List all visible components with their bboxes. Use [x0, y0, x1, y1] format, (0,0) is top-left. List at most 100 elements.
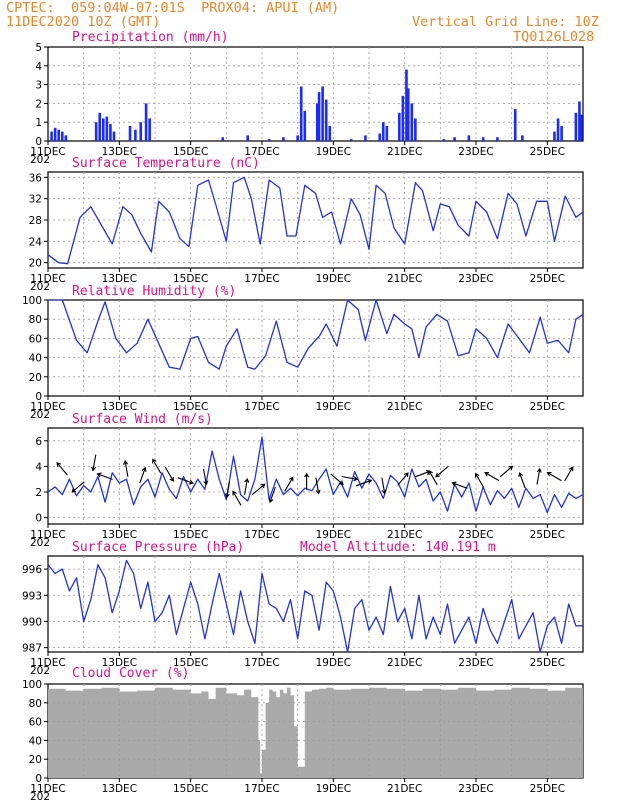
wind-arrow	[164, 466, 174, 482]
precip-bar	[560, 125, 563, 141]
wind-xtick-label: 17DEC	[244, 529, 279, 541]
cloud-year-label: 202	[30, 791, 50, 800]
header-grid-line: Vertical Grid Line: 10Z	[412, 14, 599, 30]
precip-xtick-label: 17DEC	[244, 146, 279, 158]
precip-bar	[442, 139, 446, 141]
pressure-xtick-label: 23DEC	[458, 657, 493, 669]
precip-bar	[296, 135, 299, 141]
pressure-ytick-label: 996	[22, 564, 42, 576]
precip-bar	[101, 118, 105, 141]
rh-ytick-label: 0	[35, 391, 42, 403]
temp-xtick-label: 21DEC	[387, 273, 422, 285]
precip-xtick-label: 23DEC	[458, 146, 493, 158]
wind-arrow	[484, 472, 500, 482]
wind-arrow	[381, 477, 387, 495]
wind-arrow	[518, 471, 526, 489]
precip-bar	[109, 124, 112, 141]
rh-ytick-label: 20	[29, 372, 42, 384]
precip-bar	[513, 109, 517, 141]
pressure-xtick-label: 25DEC	[530, 657, 565, 669]
wind-arrow	[428, 470, 438, 486]
pressure-series-line	[47, 559, 583, 653]
temp-ytick-label: 36	[29, 172, 43, 184]
precip-bar	[64, 135, 68, 141]
wind-ytick-label: 0	[35, 513, 42, 525]
precip-ytick-label: 4	[35, 61, 42, 73]
temp-title: Surface Temperature (nC)	[72, 156, 260, 171]
cloud-xtick-label: 13DEC	[102, 783, 137, 795]
rh-xtick-label: 17DEC	[244, 401, 279, 413]
precip-ytick-label: 2	[35, 98, 42, 110]
rh-ytick-label: 100	[22, 295, 42, 307]
precip-bar	[496, 137, 499, 141]
precip-xtick-label: 15DEC	[173, 146, 208, 158]
wind-arrow	[202, 468, 209, 486]
precip-bar	[579, 114, 583, 141]
wind-arrow	[304, 472, 310, 490]
temp-xtick-label: 11DEC	[30, 273, 65, 285]
precip-bar	[385, 125, 389, 141]
wind-arrow	[96, 472, 113, 480]
precip-bar	[282, 137, 285, 141]
precip-frame	[47, 46, 584, 142]
wind-arrow	[268, 486, 276, 504]
wind-arrow	[474, 472, 485, 488]
cloud-ytick-label: 60	[29, 717, 42, 729]
header-datetime: 11DEC2020 10Z (GMT)	[6, 14, 161, 30]
rh-xtick-label: 23DEC	[458, 401, 493, 413]
wind-xtick-label: 13DEC	[102, 529, 137, 541]
temp-xtick-label: 25DEC	[530, 273, 565, 285]
cloud-xtick-label: 21DEC	[387, 783, 422, 795]
wind-xtick-label: 23DEC	[458, 529, 493, 541]
wind-arrow	[232, 490, 242, 506]
precip-bar	[98, 112, 102, 141]
wind-arrow	[315, 477, 321, 495]
wind-year-label: 202	[30, 537, 50, 549]
precip-bar	[324, 99, 328, 141]
wind-arrow	[139, 466, 147, 484]
precip-bar	[60, 131, 64, 141]
wind-arrow	[224, 481, 231, 499]
pressure-ytick-label: 993	[22, 590, 42, 602]
precip-bar	[53, 127, 57, 141]
precip-bar	[405, 69, 408, 141]
cloud-xtick-label: 15DEC	[173, 783, 208, 795]
precip-bar	[144, 103, 148, 141]
pressure-subtitle: Model Altitude: 140.191 m	[300, 540, 496, 555]
wind-xtick-label: 15DEC	[173, 529, 208, 541]
cloud-cover-area	[48, 686, 583, 778]
wind-arrow	[177, 477, 194, 485]
precip-bar	[578, 101, 581, 141]
wind-xtick-label: 25DEC	[530, 529, 565, 541]
rh-year-label: 202	[30, 409, 50, 421]
precip-ytick-label: 3	[35, 80, 42, 92]
precip-bar	[453, 137, 456, 141]
pressure-year-label: 202	[30, 665, 50, 677]
precip-bar	[410, 103, 414, 141]
precip-bar	[467, 135, 471, 141]
precip-bar	[414, 118, 417, 141]
cloud-ytick-label: 40	[29, 735, 42, 747]
pressure-ytick-label: 990	[22, 616, 42, 628]
pressure-title: Surface Pressure (hPa)	[72, 540, 244, 555]
wind-ytick-label: 2	[35, 487, 42, 499]
header-location: CPTEC: 059:04W-07:01S PROX04: APUI (AM)	[6, 0, 340, 16]
rh-frame	[47, 299, 584, 397]
rh-xtick-label: 13DEC	[102, 401, 137, 413]
precip-bar	[105, 116, 109, 141]
temp-xtick-label: 17DEC	[244, 273, 279, 285]
wind-arrow	[435, 465, 449, 478]
wind-arrow	[355, 478, 373, 487]
precip-title: Precipitation (mm/h)	[72, 30, 229, 45]
precip-ytick-label: 0	[35, 136, 42, 148]
precip-bar	[521, 135, 524, 141]
cloud-xtick-label: 19DEC	[316, 783, 351, 795]
temp-ytick-label: 32	[29, 194, 42, 206]
pressure-ytick-label: 987	[22, 643, 42, 655]
wind-arrow	[284, 476, 294, 492]
cloud-xtick-label: 17DEC	[244, 783, 279, 795]
precip-bar	[481, 137, 485, 141]
cloud-xtick-label: 25DEC	[530, 783, 565, 795]
precip-bar	[50, 131, 53, 141]
